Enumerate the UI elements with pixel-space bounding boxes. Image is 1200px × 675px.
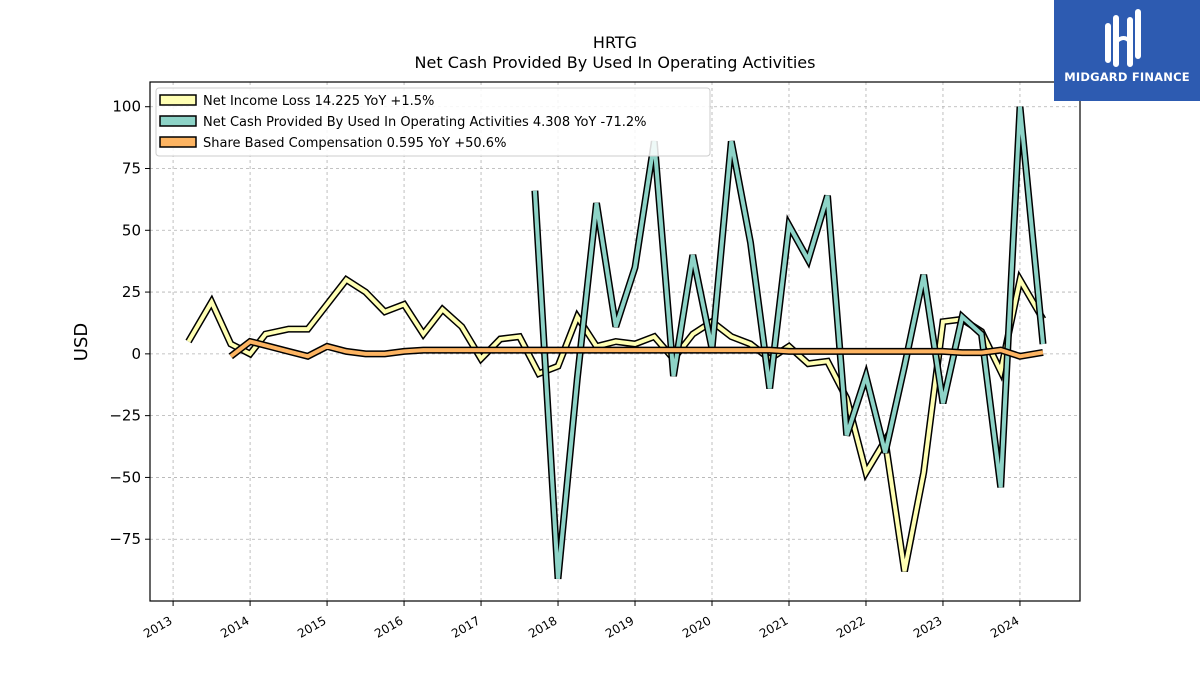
chart-subtitle: Net Cash Provided By Used In Operating A… (415, 53, 816, 72)
x-axis: 2013 2014 2015 2016 2017 2018 2019 2020 2021 2022… (141, 601, 1021, 641)
x-tick-label: 2013 (141, 613, 174, 640)
legend-swatch (159, 94, 197, 106)
x-tick-label: 2017 (449, 613, 482, 640)
x-tick-label: 2020 (680, 613, 713, 640)
x-tick-label: 2015 (295, 613, 328, 640)
x-tick-label: 2014 (218, 613, 251, 640)
x-tick-label: 2019 (603, 613, 636, 640)
y-tick-label: 100 (112, 98, 141, 116)
x-tick-label: 2023 (911, 613, 944, 640)
series-line-0 (186, 274, 1045, 572)
y-axis: 100 75 50 25 0 −25 −50 −75 (109, 98, 150, 548)
midgard-logo-icon (1105, 9, 1141, 67)
y-axis-label: USD (71, 323, 92, 361)
y-tick-label: −75 (109, 530, 141, 548)
x-tick-label: 2018 (526, 613, 559, 640)
legend-swatch (159, 136, 197, 148)
series-line-2 (229, 339, 1044, 359)
y-tick-label: 0 (131, 345, 141, 363)
x-tick-label: 2022 (834, 613, 867, 640)
plot-frame (149, 81, 1081, 602)
y-tick-label: 50 (122, 221, 141, 239)
y-tick-label: −50 (109, 468, 141, 486)
brand-logo: MIDGARD FINANCE (1054, 0, 1200, 101)
x-tick-label: 2024 (988, 613, 1021, 640)
plot-series (185, 106, 1047, 580)
x-tick-label: 2021 (757, 613, 790, 640)
legend-label: Net Income Loss 14.225 YoY +1.5% (203, 94, 434, 109)
legend-box (155, 87, 711, 157)
legend: Net Income Loss 14.225 YoY +1.5% Net Cash… (155, 87, 711, 157)
series-line-1 (532, 106, 1045, 579)
brand-name: MIDGARD FINANCE (1064, 70, 1190, 84)
y-tick-label: −25 (109, 407, 141, 425)
chart-title: HRTG (593, 33, 637, 52)
y-tick-label: 75 (122, 160, 141, 178)
y-tick-label: 25 (122, 283, 141, 301)
legend-label: Share Based Compensation 0.595 YoY +50.6… (203, 136, 506, 151)
legend-swatch (159, 115, 197, 127)
x-tick-label: 2016 (372, 613, 405, 640)
legend-label: Net Cash Provided By Used In Operating A… (203, 115, 646, 130)
